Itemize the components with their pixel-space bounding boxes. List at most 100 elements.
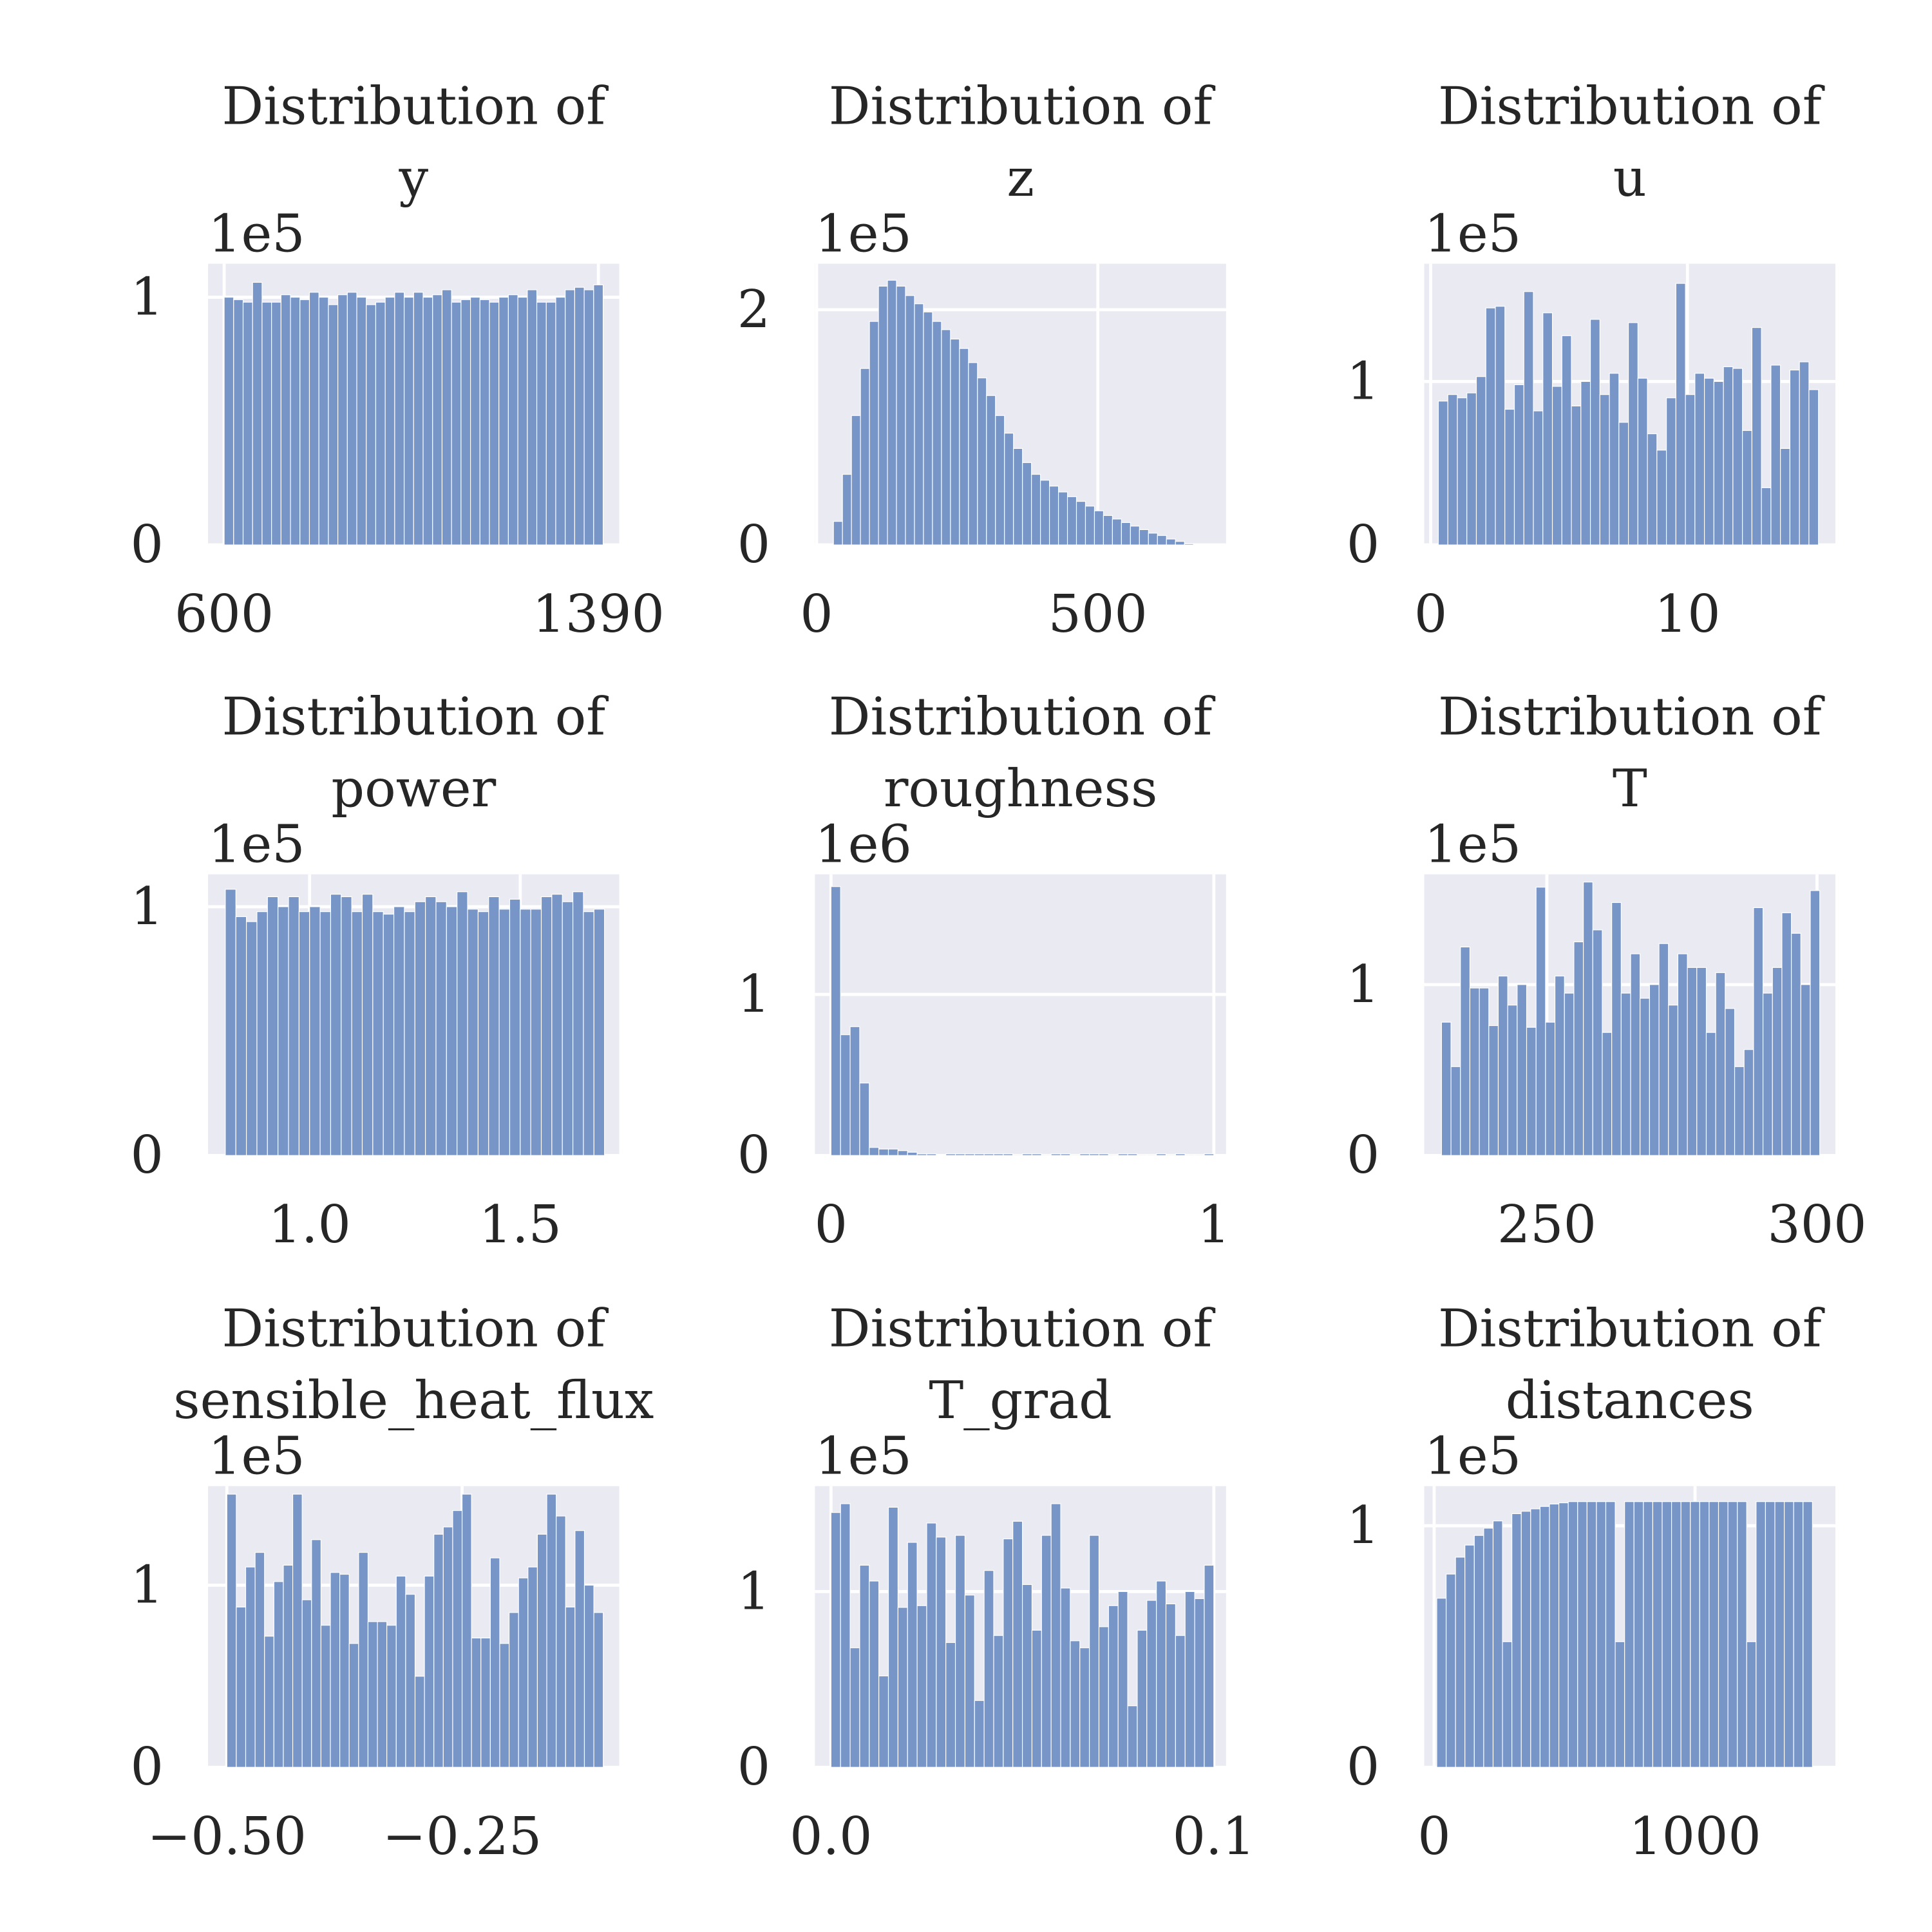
bar	[1774, 1501, 1785, 1768]
bar	[1031, 473, 1041, 545]
y-tick-label: 1	[737, 1561, 770, 1622]
bar	[1526, 1027, 1537, 1156]
bar	[1004, 433, 1014, 545]
bar	[1599, 394, 1610, 545]
bar	[377, 1621, 388, 1768]
bar	[1671, 1501, 1681, 1768]
bar	[301, 1599, 312, 1768]
bar	[393, 906, 405, 1156]
bar	[1649, 984, 1660, 1156]
chart-title: y	[398, 148, 428, 209]
bar	[1156, 1580, 1167, 1768]
bar	[1675, 283, 1686, 545]
bar	[509, 898, 521, 1156]
bar	[887, 1148, 898, 1156]
bar	[1727, 1501, 1738, 1768]
bar	[308, 292, 319, 545]
bar	[318, 296, 329, 545]
chart-title: Distribution of	[1438, 1298, 1825, 1359]
bar	[536, 301, 547, 545]
bar	[1464, 1544, 1475, 1768]
chart-title: Distribution of	[829, 76, 1216, 137]
bar	[530, 909, 542, 1156]
bar	[264, 1636, 274, 1768]
bar	[1637, 377, 1648, 545]
bar	[290, 296, 301, 545]
bar	[954, 1535, 965, 1768]
bar	[1455, 1557, 1466, 1768]
bar	[288, 896, 299, 1156]
chart-title: Distribution of	[222, 1298, 609, 1359]
chart-title: Distribution of	[1438, 687, 1825, 747]
bar	[507, 294, 518, 545]
bar	[1488, 1025, 1499, 1156]
bar	[339, 1573, 350, 1768]
bar	[1624, 1501, 1634, 1768]
bar	[1108, 1605, 1119, 1768]
bar	[593, 1612, 604, 1768]
bar	[1751, 327, 1762, 545]
bar	[1685, 394, 1696, 545]
bar	[1687, 967, 1698, 1156]
bar	[283, 1564, 294, 1768]
x-tick-label: 1	[1197, 1195, 1230, 1255]
bar	[914, 303, 924, 545]
bar	[1658, 943, 1669, 1156]
bar	[950, 338, 960, 545]
bar	[1545, 1021, 1556, 1156]
bar	[986, 395, 996, 545]
bar	[859, 1083, 870, 1156]
bar	[441, 289, 452, 545]
bar	[1139, 529, 1149, 545]
bar	[1611, 902, 1622, 1156]
bar	[1156, 1153, 1167, 1156]
bar	[1640, 998, 1650, 1156]
bar	[555, 296, 566, 545]
bar	[983, 1570, 994, 1768]
bar	[1148, 533, 1158, 545]
bar	[518, 1577, 529, 1768]
offset-label: 1e6	[815, 814, 912, 875]
bar	[878, 285, 888, 545]
bar	[1580, 381, 1591, 545]
chart-title: Distribution of	[222, 76, 609, 137]
bar	[995, 415, 1005, 545]
bar	[1175, 541, 1185, 545]
bar	[328, 304, 339, 545]
bar	[926, 1153, 937, 1156]
x-tick-label: 1.5	[479, 1195, 562, 1255]
bar	[1040, 480, 1050, 545]
bar	[1175, 1153, 1186, 1156]
bar	[489, 1557, 500, 1768]
bar	[932, 321, 942, 545]
bar	[311, 1539, 321, 1768]
bar	[1050, 1503, 1061, 1768]
bar	[446, 906, 458, 1156]
chart-title: T	[1613, 759, 1647, 819]
bar	[1618, 422, 1629, 545]
y-tick-label: 0	[1347, 1737, 1379, 1797]
bar	[1041, 1535, 1052, 1768]
bar	[1810, 890, 1821, 1156]
chart-title: power	[331, 759, 496, 819]
bar	[907, 1542, 918, 1768]
bar	[309, 906, 321, 1156]
bar	[1031, 1153, 1042, 1156]
offset-label: 1e5	[1425, 204, 1522, 264]
bar	[261, 301, 272, 545]
bar	[233, 299, 244, 545]
bar	[1127, 1705, 1138, 1768]
bar	[945, 1153, 956, 1156]
x-tick-label: 500	[1048, 584, 1148, 645]
bar	[859, 1564, 870, 1768]
bar	[319, 911, 332, 1156]
bar	[540, 896, 553, 1156]
bar	[1630, 953, 1641, 1156]
bar	[299, 299, 310, 545]
y-tick-label: 0	[130, 1125, 163, 1186]
bar	[1436, 1598, 1447, 1768]
bar	[1012, 1520, 1023, 1768]
bar	[1492, 1520, 1503, 1768]
